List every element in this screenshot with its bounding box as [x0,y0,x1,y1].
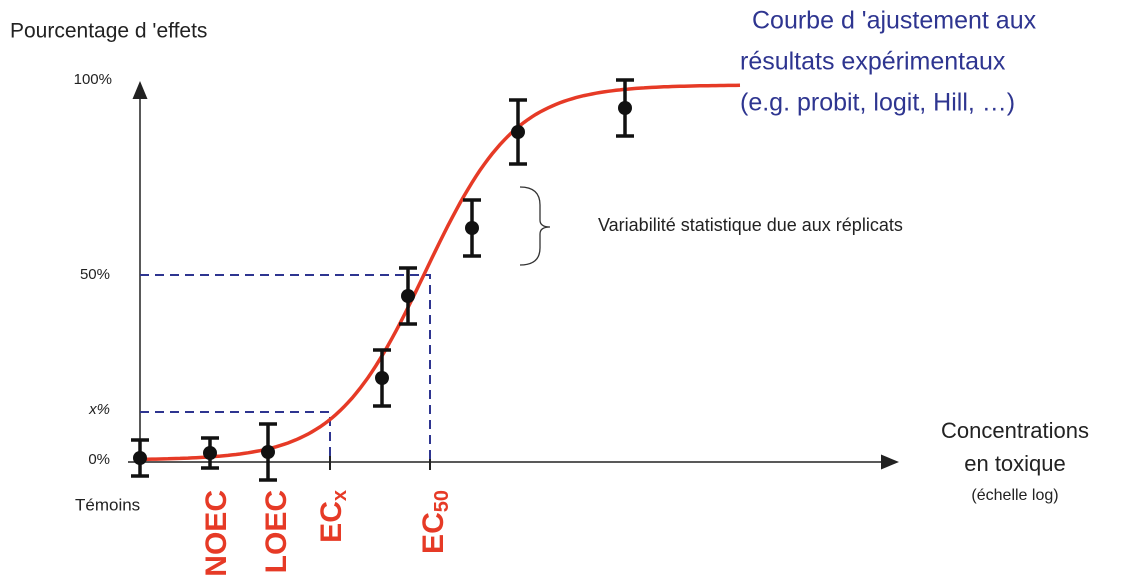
reference-line [140,274,431,462]
fit-note: (e.g. probit, logit, Hill, …) [740,89,1015,117]
replicate-point [618,101,632,115]
ec-sub: 50 [431,490,453,512]
replicate-point [465,221,479,235]
fit-layer [131,78,741,482]
ec50-label: EC50 [417,490,453,554]
control-label: Témoins [75,495,140,514]
y-label: 0% [88,451,110,468]
replicate-point [511,125,525,139]
variability-note: Variabilité statistique due aux réplicat… [598,215,903,235]
fit-note: Courbe d 'ajustement aux [752,7,1037,35]
replicate-point [401,289,415,303]
ec-sub: x [329,490,351,501]
replicate-point [375,371,389,385]
y-label: x% [88,401,110,418]
replicate-point [133,451,147,465]
y-label: 100% [74,71,112,88]
ec-base: EC [315,501,348,543]
ec-base: EC [417,512,450,554]
x-axis-title: Concentrations [941,418,1089,443]
brace [519,186,551,266]
noec-label: NOEC [200,490,233,577]
loec-label: LOEC [260,490,293,573]
replicate-point [261,445,275,459]
ecx-label: ECx [315,490,351,543]
y-axis-title: Pourcentage d 'effets [10,20,207,43]
x-axis-note: (échelle log) [971,487,1058,504]
x-axis-title: en toxique [964,451,1066,476]
fit-note: résultats expérimentaux [740,48,1006,76]
fit-curve [140,83,741,462]
replicate-point [203,446,217,460]
y-label: 50% [80,266,110,283]
